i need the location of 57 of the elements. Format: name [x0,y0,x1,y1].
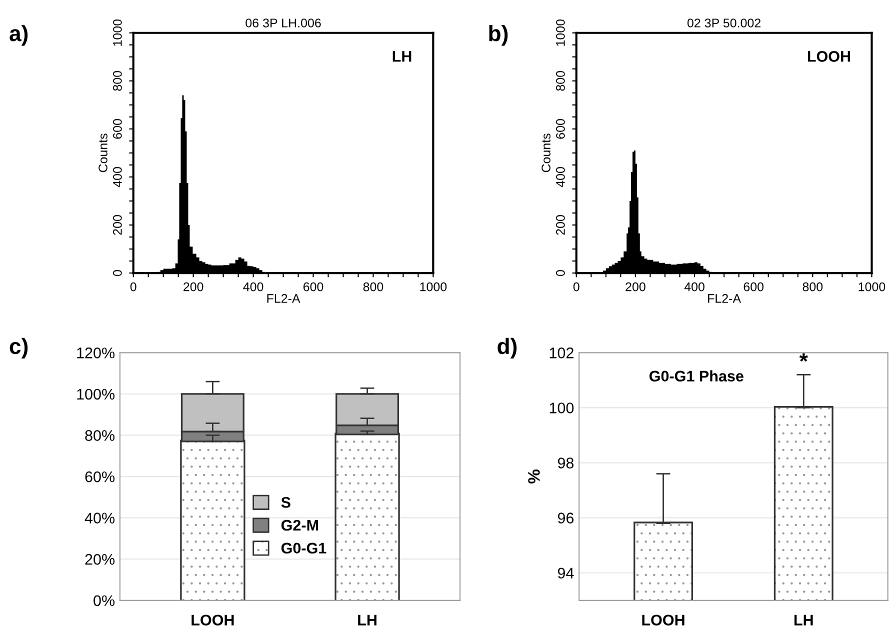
y-tick-label: 400 [113,167,122,188]
y-tick-label: 400 [556,167,565,188]
x-tick-label: 200 [626,282,646,292]
y-tick-label: 40% [84,512,115,524]
x-tick-label: 800 [363,282,384,292]
y-tick-label: 1000 [113,19,122,46]
y-tick-label: 600 [556,118,565,139]
x-tick-label: 400 [243,282,264,292]
text: c) [10,338,28,359]
y-tick-label: 96 [558,512,574,524]
y-tick-label: 800 [556,70,565,91]
annotation: LOOH [808,51,850,62]
legend-label: S [281,496,290,508]
y-axis-title: Counts [542,134,550,172]
y-tick-label: 100% [77,388,115,400]
text: d) [498,338,517,359]
annotation: G0-G1 Phase [649,370,744,382]
x-tick-label: LH [794,614,813,626]
x-tick-label: LOOH [192,614,234,626]
x-tick-label: LH [358,614,376,626]
annotation: * [799,353,808,362]
text: b) [489,24,508,46]
x-axis-title: FL2-A [708,294,742,303]
chart-title: 06 3P LH.006 [246,18,321,28]
y-axis-title: % [528,470,540,484]
legend-label: G2-M [281,520,318,531]
y-tick-label: 0 [556,270,565,276]
x-tick-label: 200 [184,282,204,292]
y-tick-label: 1000 [556,19,565,46]
y-tick-label: 80% [85,430,115,441]
y-tick-label: 120% [77,348,115,358]
x-tick-label: 1000 [858,282,886,292]
y-tick-label: 100 [550,402,574,414]
legend-label: G0-G1 [281,542,326,554]
x-tick-label: 0 [130,282,136,292]
x-tick-label: 600 [744,282,764,292]
annotation: LH [392,51,412,62]
y-tick-label: 60% [85,471,115,482]
y-tick-label: 0% [94,595,115,606]
x-tick-label: LOOH [642,614,684,626]
x-tick-label: 600 [303,282,324,292]
y-tick-label: 98 [558,458,574,468]
y-tick-label: 600 [113,118,122,139]
y-tick-label: 200 [556,215,565,235]
x-tick-label: 1000 [420,282,447,292]
x-tick-label: 800 [802,282,823,292]
y-tick-label: 200 [113,215,122,235]
chart-title: 02 3P 50.002 [687,18,761,28]
text: a) [10,24,28,46]
y-tick-label: 800 [113,70,122,91]
x-tick-label: 400 [684,282,704,292]
y-tick-label: 20% [85,554,115,565]
y-tick-label: 102 [550,348,574,358]
y-tick-label: 0 [113,270,122,276]
y-axis-title: Counts [98,134,108,172]
y-tick-label: 94 [558,568,574,579]
x-axis-title: FL2-A [267,294,300,303]
